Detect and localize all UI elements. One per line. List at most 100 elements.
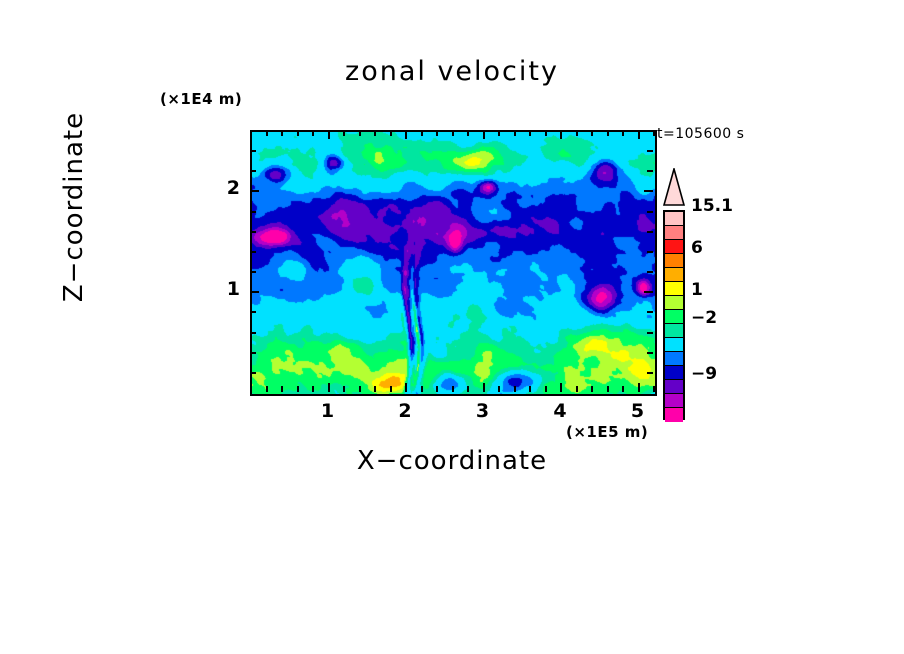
colorbar-tick-label: −9 — [691, 364, 718, 384]
y-tick-label: 1 — [226, 278, 240, 301]
x-tick-label: 1 — [320, 400, 335, 422]
tick-mark — [281, 386, 283, 392]
tick-mark — [653, 130, 655, 136]
tick-mark — [359, 130, 361, 136]
tick-mark — [250, 211, 256, 213]
tick-mark — [647, 150, 653, 152]
tick-mark — [591, 130, 593, 136]
tick-mark — [467, 130, 469, 136]
tick-mark — [576, 130, 578, 136]
tick-mark — [250, 291, 259, 293]
tick-mark — [250, 332, 256, 334]
colorbar-tick-label: 6 — [691, 238, 703, 258]
colorbar-tick-label: −2 — [691, 308, 718, 328]
tick-mark — [421, 130, 423, 136]
tick-mark — [644, 190, 653, 192]
x-tick-label: 5 — [630, 400, 645, 422]
colorbar-band — [665, 380, 683, 394]
contour-plot-frame — [250, 130, 657, 396]
tick-mark — [560, 130, 562, 139]
tick-mark — [591, 386, 593, 392]
tick-mark — [647, 352, 653, 354]
tick-mark — [514, 130, 516, 136]
tick-mark — [529, 130, 531, 136]
tick-mark — [483, 130, 485, 139]
tick-mark — [498, 386, 500, 392]
tick-mark — [647, 170, 653, 172]
y-tick-label: 2 — [226, 177, 240, 200]
colorbar-band — [665, 212, 683, 226]
tick-mark — [545, 386, 547, 392]
tick-mark — [374, 386, 376, 392]
colorbar-bands — [663, 210, 685, 422]
colorbar-band — [665, 310, 683, 324]
colorbar-band — [665, 226, 683, 240]
tick-mark — [250, 251, 256, 253]
tick-mark — [250, 231, 256, 233]
tick-mark — [250, 190, 259, 192]
tick-mark — [638, 383, 640, 392]
tick-mark — [653, 386, 655, 392]
tick-mark — [436, 386, 438, 392]
velocity-field-heatmap — [252, 132, 655, 394]
page-title: zonal velocity — [345, 56, 559, 87]
tick-mark — [545, 130, 547, 136]
tick-mark — [297, 130, 299, 136]
tick-mark — [266, 386, 268, 392]
tick-mark — [266, 130, 268, 136]
tick-mark — [250, 130, 256, 132]
tick-mark — [514, 386, 516, 392]
colorbar-band — [665, 268, 683, 282]
colorbar-arrow-tip — [662, 166, 686, 206]
tick-mark — [638, 130, 640, 139]
tick-mark — [250, 352, 256, 354]
tick-mark — [390, 130, 392, 136]
colorbar-band — [665, 408, 683, 422]
colorbar — [662, 166, 686, 422]
tick-mark — [647, 251, 653, 253]
colorbar-band — [665, 338, 683, 352]
x-axis-title: X−coordinate — [356, 446, 548, 476]
timestamp-annotation: t=105600 s — [657, 126, 745, 142]
colorbar-band — [665, 324, 683, 338]
colorbar-band — [665, 366, 683, 380]
tick-mark — [483, 383, 485, 392]
tick-mark — [374, 130, 376, 136]
tick-mark — [421, 386, 423, 392]
tick-mark — [328, 130, 330, 139]
tick-mark — [390, 386, 392, 392]
x-tick-label: 2 — [398, 400, 412, 422]
tick-mark — [647, 130, 653, 132]
x-tick-label: 4 — [553, 400, 567, 422]
tick-mark — [560, 383, 562, 392]
tick-mark — [576, 386, 578, 392]
tick-mark — [343, 386, 345, 392]
colorbar-band — [665, 394, 683, 408]
colorbar-band — [665, 254, 683, 268]
colorbar-tick-label: 15.1 — [691, 196, 733, 216]
tick-mark — [297, 386, 299, 392]
tick-mark — [647, 311, 653, 313]
tick-mark — [452, 386, 454, 392]
colorbar-band — [665, 282, 683, 296]
tick-mark — [452, 130, 454, 136]
tick-mark — [359, 386, 361, 392]
y-axis-title: Z−coordinate — [59, 111, 89, 303]
colorbar-band — [665, 352, 683, 366]
tick-mark — [607, 386, 609, 392]
tick-mark — [405, 383, 407, 392]
tick-mark — [647, 231, 653, 233]
tick-mark — [281, 130, 283, 136]
colorbar-band — [665, 240, 683, 254]
x-tick-label: 3 — [475, 400, 490, 422]
tick-mark — [312, 130, 314, 136]
tick-mark — [647, 332, 653, 334]
y-axis-units-label: (×1E4 m) — [160, 90, 243, 108]
tick-mark — [622, 130, 624, 136]
tick-mark — [647, 211, 653, 213]
colorbar-tick-label: 1 — [691, 280, 703, 300]
tick-mark — [467, 386, 469, 392]
tick-mark — [328, 383, 330, 392]
tick-mark — [647, 271, 653, 273]
x-axis-units-label: (×1E5 m) — [566, 423, 649, 441]
